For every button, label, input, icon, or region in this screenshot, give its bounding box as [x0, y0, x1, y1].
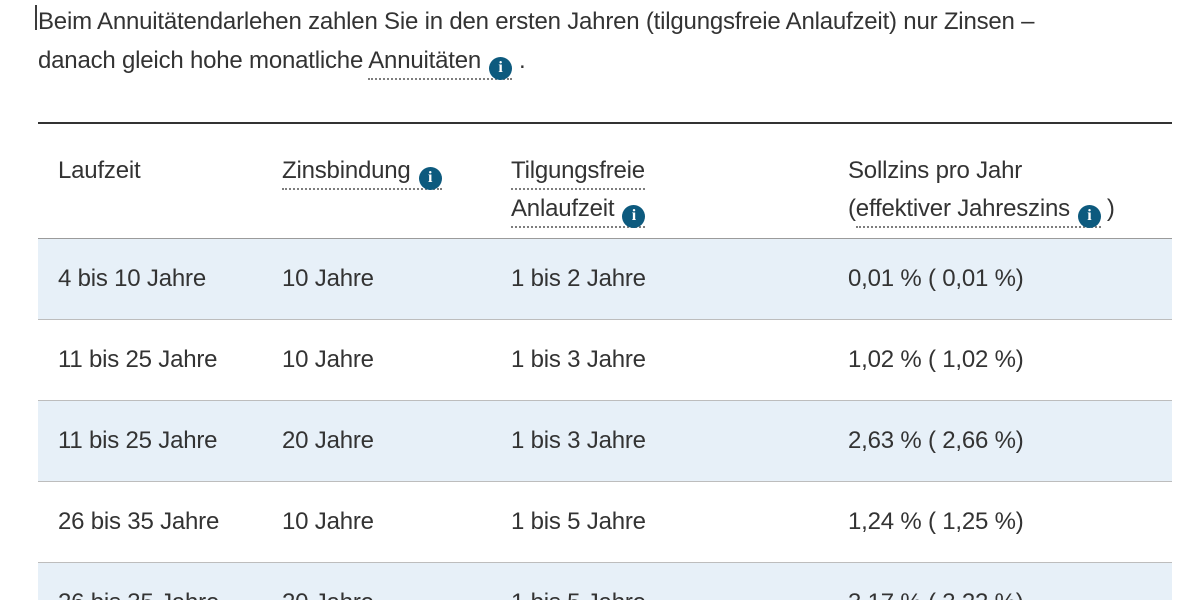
left-edge-bar	[35, 5, 37, 30]
intro-line-2-text: danach gleich hohe monatliche	[38, 47, 369, 74]
cell-zinsbindung: 10 Jahre	[282, 508, 374, 535]
header-zinsbindung: Zinsbindung i	[282, 152, 511, 190]
cell-sollzins: 3,17 % ( 3,22 %)	[848, 589, 1172, 600]
cell-anlaufzeit: 1 bis 5 Jahre	[511, 508, 646, 535]
cell-sollzins: 1,24 % ( 1,25 %)	[848, 508, 1024, 535]
intro-line-1: Beim Annuitätendarlehen zahlen Sie in de…	[38, 8, 1035, 35]
info-icon[interactable]: i	[1077, 204, 1101, 228]
paren-open: (	[848, 195, 856, 222]
info-icon-glyph: i	[498, 59, 503, 76]
table-row: 11 bis 25 Jahre 20 Jahre 1 bis 3 Jahre 2…	[38, 400, 1172, 481]
cell-zinsbindung: 10 Jahre	[282, 265, 374, 292]
jahreszins-label: effektiver Jahreszins	[855, 195, 1070, 222]
cell-sollzins: 0,01 % ( 0,01 %)	[848, 265, 1024, 292]
table-row: 26 bis 35 Jahre 10 Jahre 1 bis 5 Jahre 1…	[38, 481, 1172, 562]
info-icon[interactable]: i	[622, 204, 646, 228]
tilgungsfrei-term-link[interactable]: Tilgungsfreie	[511, 157, 645, 190]
header-laufzeit: Laufzeit	[58, 157, 141, 184]
tilgungsfrei-line-1: Tilgungsfreie	[511, 152, 848, 190]
annuitaeten-term-link[interactable]: Annuitäten i	[368, 47, 513, 80]
jahreszins-term-link[interactable]: effektiver Jahreszins i	[855, 195, 1101, 228]
sollzins-line-2: (effektiver Jahreszins i)	[848, 190, 1172, 228]
table-header-row: Laufzeit Zinsbindung i Tilgungsfreie Anla…	[38, 124, 1172, 238]
anlaufzeit-label: Anlaufzeit	[511, 195, 615, 222]
cell-anlaufzeit: 1 bis 5 Jahre	[511, 589, 848, 600]
info-icon-glyph: i	[427, 169, 433, 186]
cell-anlaufzeit: 1 bis 3 Jahre	[511, 427, 646, 454]
info-icon-glyph: i	[1087, 207, 1092, 224]
cell-anlaufzeit: 1 bis 3 Jahre	[511, 346, 646, 373]
table-row: 4 bis 10 Jahre 10 Jahre 1 bis 2 Jahre 0,…	[38, 238, 1172, 319]
intro-paragraph: Beim Annuitätendarlehen zahlen Sie in de…	[38, 2, 1035, 80]
table-row: 26 bis 35 Jahre 20 Jahre 1 bis 5 Jahre 3…	[38, 562, 1172, 600]
cell-laufzeit: 11 bis 25 Jahre	[58, 346, 218, 373]
cell-zinsbindung: 20 Jahre	[282, 589, 511, 600]
info-icon-glyph: i	[631, 207, 637, 224]
zinsbindung-label: Zinsbindung	[282, 157, 411, 184]
table-row: 11 bis 25 Jahre 10 Jahre 1 bis 3 Jahre 1…	[38, 319, 1172, 400]
cell-sollzins: 1,02 % ( 1,02 %)	[848, 346, 1024, 373]
info-icon[interactable]: i	[489, 56, 513, 80]
zinsbindung-term-link[interactable]: Zinsbindung i	[282, 157, 442, 190]
intro-period: .	[519, 47, 526, 74]
cell-laufzeit: 26 bis 35 Jahre	[38, 589, 282, 600]
intro-line-2: danach gleich hohe monatliche Annuitäten…	[38, 41, 1034, 80]
tilgungsfrei-label: Tilgungsfreie	[511, 157, 645, 184]
paren-close: )	[1106, 195, 1115, 222]
cell-sollzins: 2,63 % ( 2,66 %)	[848, 427, 1024, 454]
tilgungsfrei-line-2: Anlaufzeit i	[511, 190, 848, 228]
header-sollzins: Sollzins pro Jahr (effektiver Jahreszins…	[848, 152, 1172, 228]
annuitaeten-label: Annuitäten	[368, 47, 482, 74]
cell-zinsbindung: 10 Jahre	[282, 346, 374, 373]
cell-laufzeit: 4 bis 10 Jahre	[58, 265, 206, 292]
cell-laufzeit: 11 bis 25 Jahre	[58, 427, 218, 454]
sollzins-line-1: Sollzins pro Jahr	[848, 157, 1023, 184]
loan-conditions-table: Laufzeit Zinsbindung i Tilgungsfreie Anla…	[38, 122, 1172, 600]
cell-zinsbindung: 20 Jahre	[282, 427, 374, 454]
info-icon[interactable]: i	[418, 166, 442, 190]
anlaufzeit-term-link[interactable]: Anlaufzeit i	[511, 195, 646, 228]
cell-laufzeit: 26 bis 35 Jahre	[58, 508, 220, 535]
header-tilgungsfreie-anlaufzeit: Tilgungsfreie Anlaufzeit i	[511, 152, 848, 228]
cell-anlaufzeit: 1 bis 2 Jahre	[511, 265, 646, 292]
